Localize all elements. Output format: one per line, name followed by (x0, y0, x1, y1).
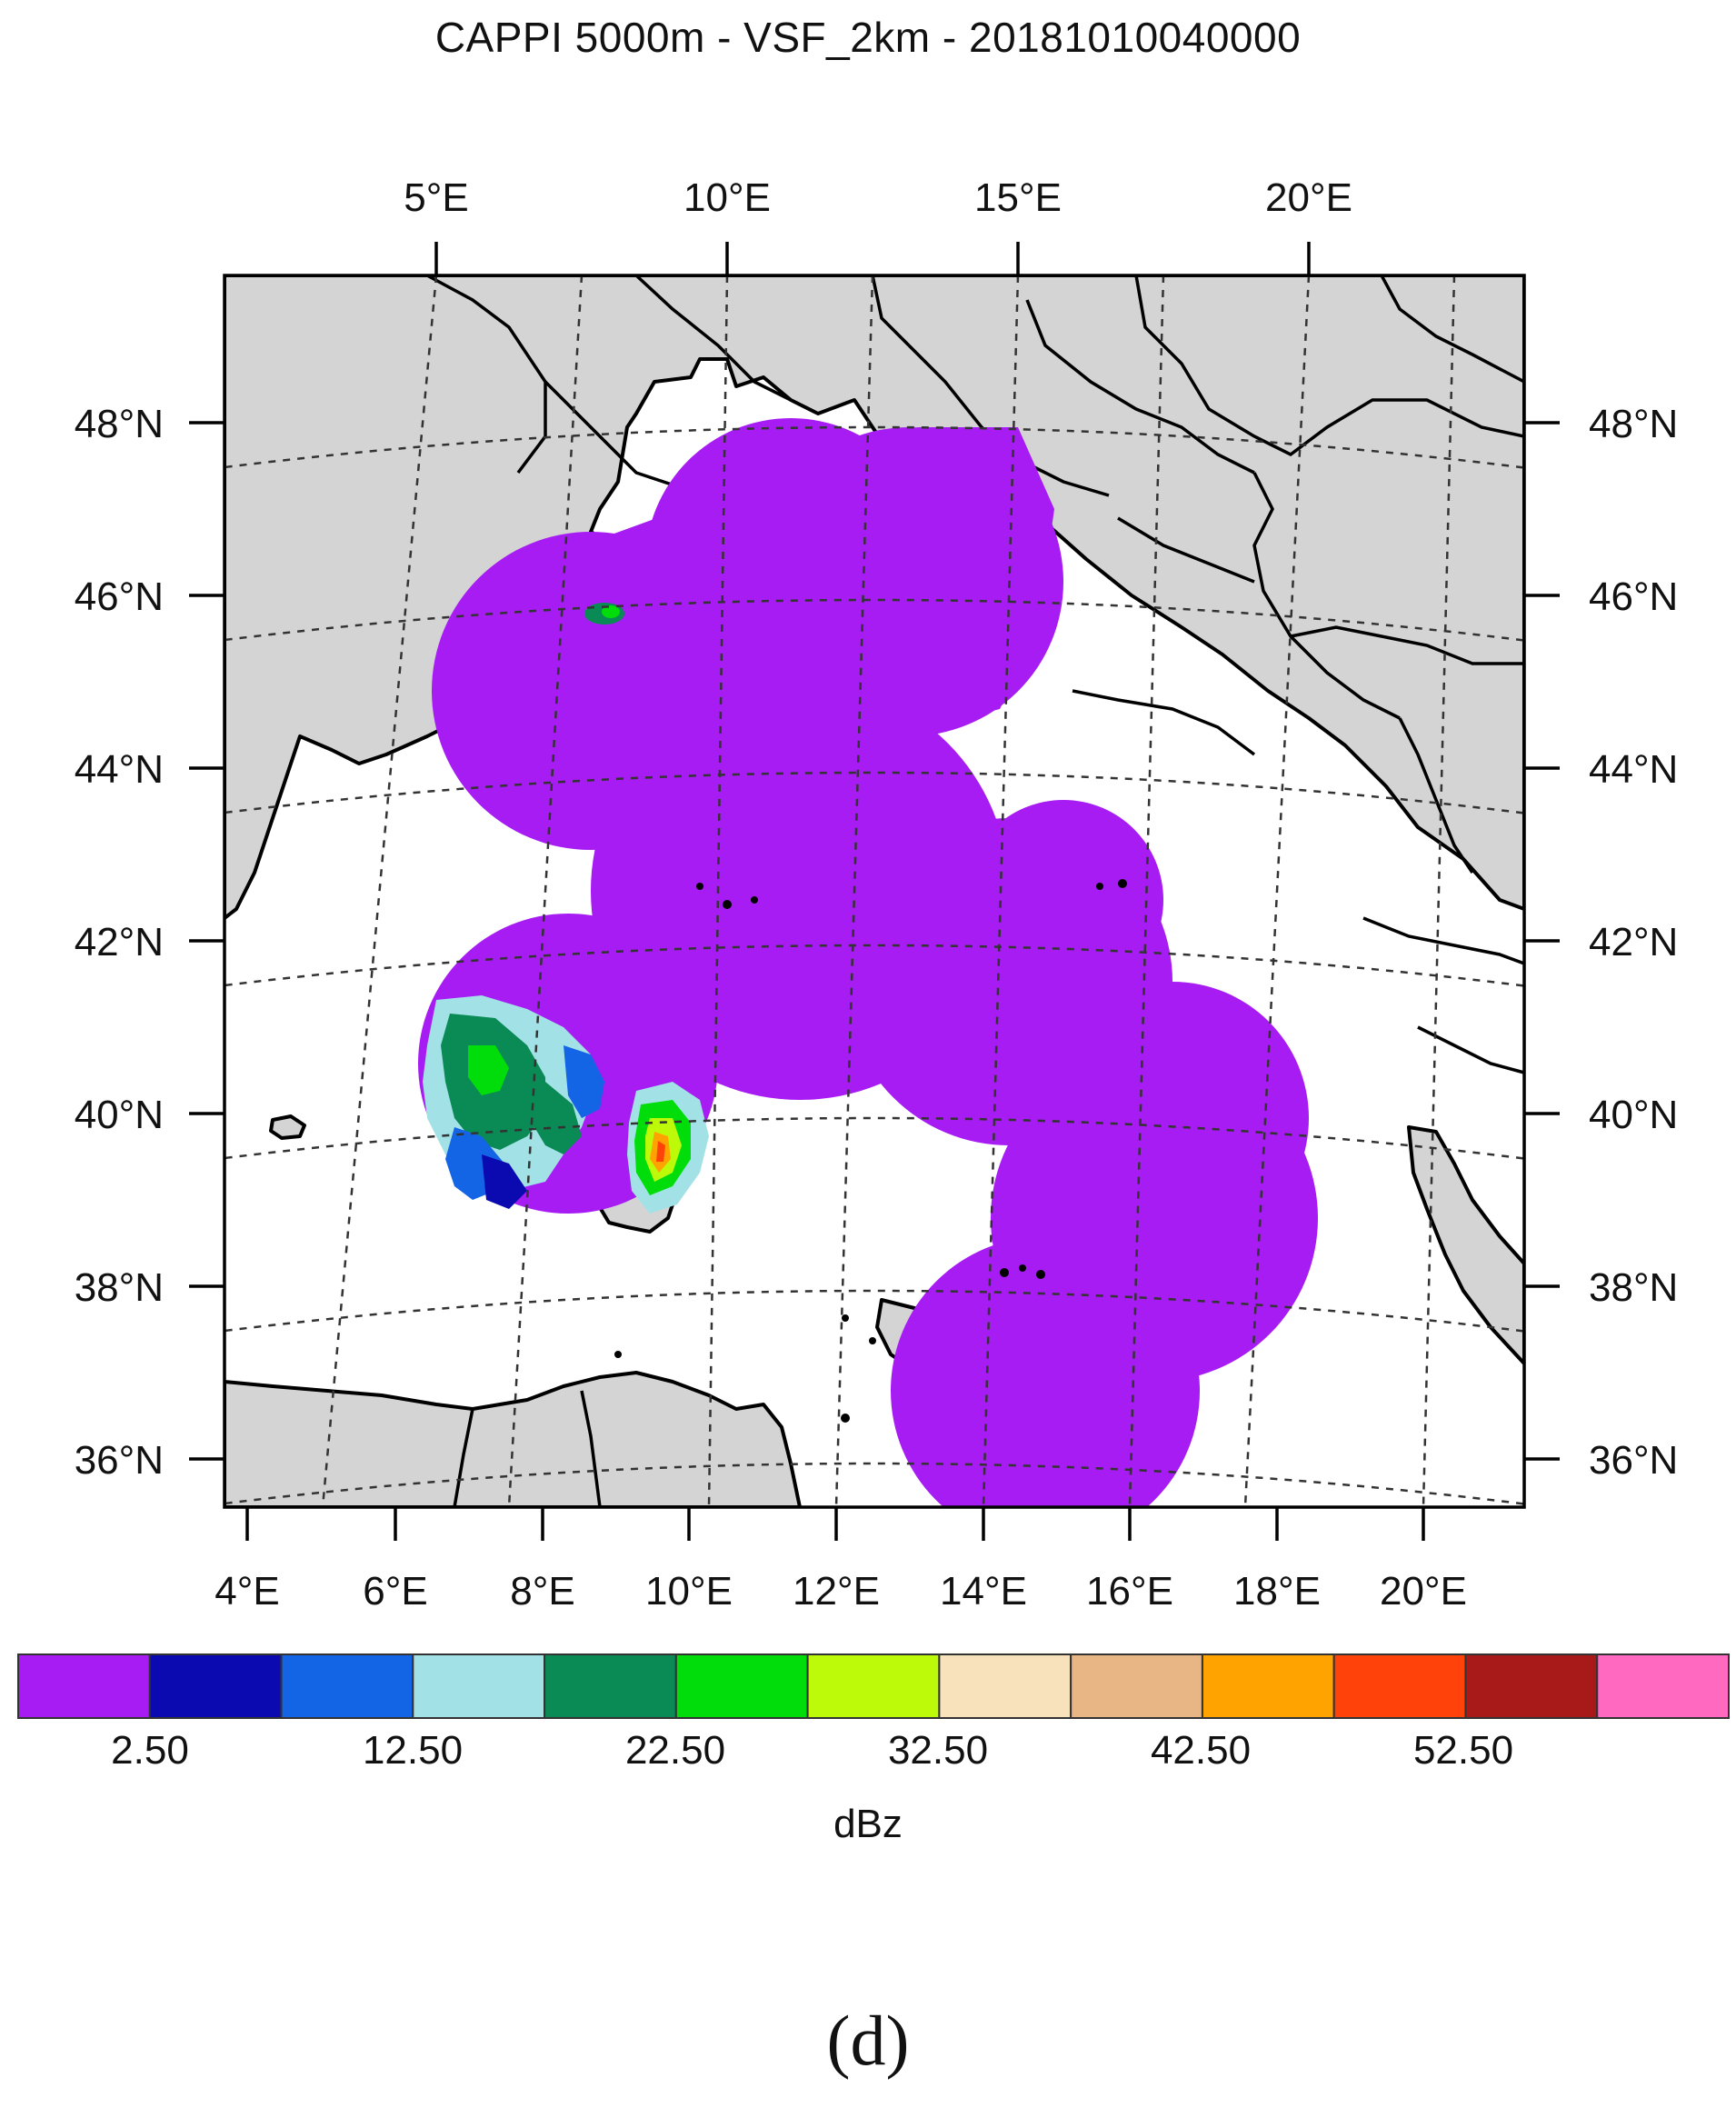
lat-label-left: 38°N (75, 1265, 164, 1310)
lat-label-right: 38°N (1589, 1265, 1678, 1310)
bottom-lon-label: 6°E (363, 1569, 427, 1613)
colorbar-tick-label: 32.50 (888, 1728, 988, 1773)
graticule-latitude (224, 1462, 1524, 1505)
lat-label-right: 36°N (1589, 1438, 1678, 1483)
land-greece (1407, 1125, 1524, 1365)
graticule-meridian (1243, 275, 1311, 1507)
colorbar-tick-label: 52.50 (1413, 1728, 1513, 1773)
graticule-latitude (224, 944, 1524, 987)
graticule-meridian (1128, 275, 1165, 1507)
colorbar-bin (674, 1653, 809, 1719)
colorbar-labels: 2.50 12.50 22.50 32.50 42.50 52.50 (111, 1728, 1513, 1773)
colorbar-bin (17, 1653, 151, 1719)
colorbar-bin (1201, 1653, 1335, 1719)
lat-label-left: 42°N (75, 920, 164, 964)
graticule-meridian (982, 275, 1020, 1507)
lat-label-right: 46°N (1589, 574, 1678, 619)
colorbar-bin (544, 1653, 677, 1719)
coverage-center-north (645, 418, 936, 709)
graticule-meridian (707, 275, 729, 1507)
lat-label-left: 48°N (75, 402, 164, 446)
bottom-lon-label: 12°E (793, 1569, 880, 1613)
bottom-axis (245, 1507, 1425, 1541)
top-lon-label: 15°E (974, 175, 1062, 220)
colorbar-tick-label: 22.50 (625, 1728, 725, 1773)
top-lon-label: 20°E (1265, 175, 1352, 220)
colorbar-bin (806, 1653, 941, 1719)
lat-label-right: 48°N (1589, 402, 1678, 446)
graticule-meridian (1422, 275, 1456, 1507)
bottom-lon-label: 8°E (510, 1569, 574, 1613)
lat-label-left: 40°N (75, 1093, 164, 1137)
bottom-lon-label: 18°E (1233, 1569, 1321, 1613)
bottom-lon-label: 20°E (1380, 1569, 1467, 1613)
lat-label-left: 36°N (75, 1438, 164, 1483)
colorbar-bin (1596, 1653, 1730, 1719)
radar-map: 5°E 10°E 15°E 20°E 4°E 6°E 8°E 10°E 12°E… (17, 175, 1730, 1773)
colorbar-bin (148, 1653, 283, 1719)
bottom-lon-label: 4°E (215, 1569, 279, 1613)
colorbar-bin (1070, 1653, 1203, 1719)
graticule-latitude (224, 1116, 1524, 1160)
colorbar-tick-label: 12.50 (363, 1728, 463, 1773)
top-axis (434, 242, 1311, 275)
lat-ticks (189, 421, 1560, 1461)
map-content (224, 275, 1524, 1507)
lat-label-left: 44°N (75, 747, 164, 792)
colorbar (17, 1653, 1730, 1719)
graticule-meridian (834, 275, 874, 1507)
graticule (224, 275, 1524, 1507)
colorbar-tick-label: 2.50 (111, 1728, 189, 1773)
bottom-lon-label: 14°E (940, 1569, 1027, 1613)
bottom-lon-label: 16°E (1086, 1569, 1173, 1613)
graticule-latitude (224, 771, 1524, 814)
colorbar-bin (412, 1653, 546, 1719)
lat-label-right: 40°N (1589, 1093, 1678, 1137)
colorbar-bin (938, 1653, 1073, 1719)
graticule-latitude (224, 425, 1524, 469)
top-lon-label: 5°E (404, 175, 468, 220)
islands (614, 879, 1127, 1423)
land-balearic (269, 1114, 306, 1140)
chart-title: CAPPI 5000m - VSF_2km - 20181010040000 (434, 14, 1302, 61)
colorbar-bin (1464, 1653, 1599, 1719)
colorbar-bin (1332, 1653, 1467, 1719)
colorbar-tick-label: 42.50 (1151, 1728, 1251, 1773)
graticule-latitude (224, 1289, 1524, 1333)
echoes-sardinia-west (423, 995, 604, 1209)
lat-label-right: 42°N (1589, 920, 1678, 964)
graticule-meridian (507, 275, 584, 1507)
panel-label: (d) (826, 2001, 910, 2080)
lat-label-right: 44°N (1589, 747, 1678, 792)
lat-label-left: 46°N (75, 574, 164, 619)
colorbar-bin (280, 1653, 414, 1719)
graticule-meridian (321, 275, 438, 1507)
colorbar-unit: dBz (833, 1802, 903, 1846)
graticule-latitude (224, 598, 1524, 642)
coverage-sicily (891, 1236, 1200, 1507)
map-frame (223, 274, 1526, 1509)
top-lon-label: 10°E (683, 175, 771, 220)
bottom-lon-label: 10°E (645, 1569, 733, 1613)
coverage-east (963, 800, 1163, 1000)
